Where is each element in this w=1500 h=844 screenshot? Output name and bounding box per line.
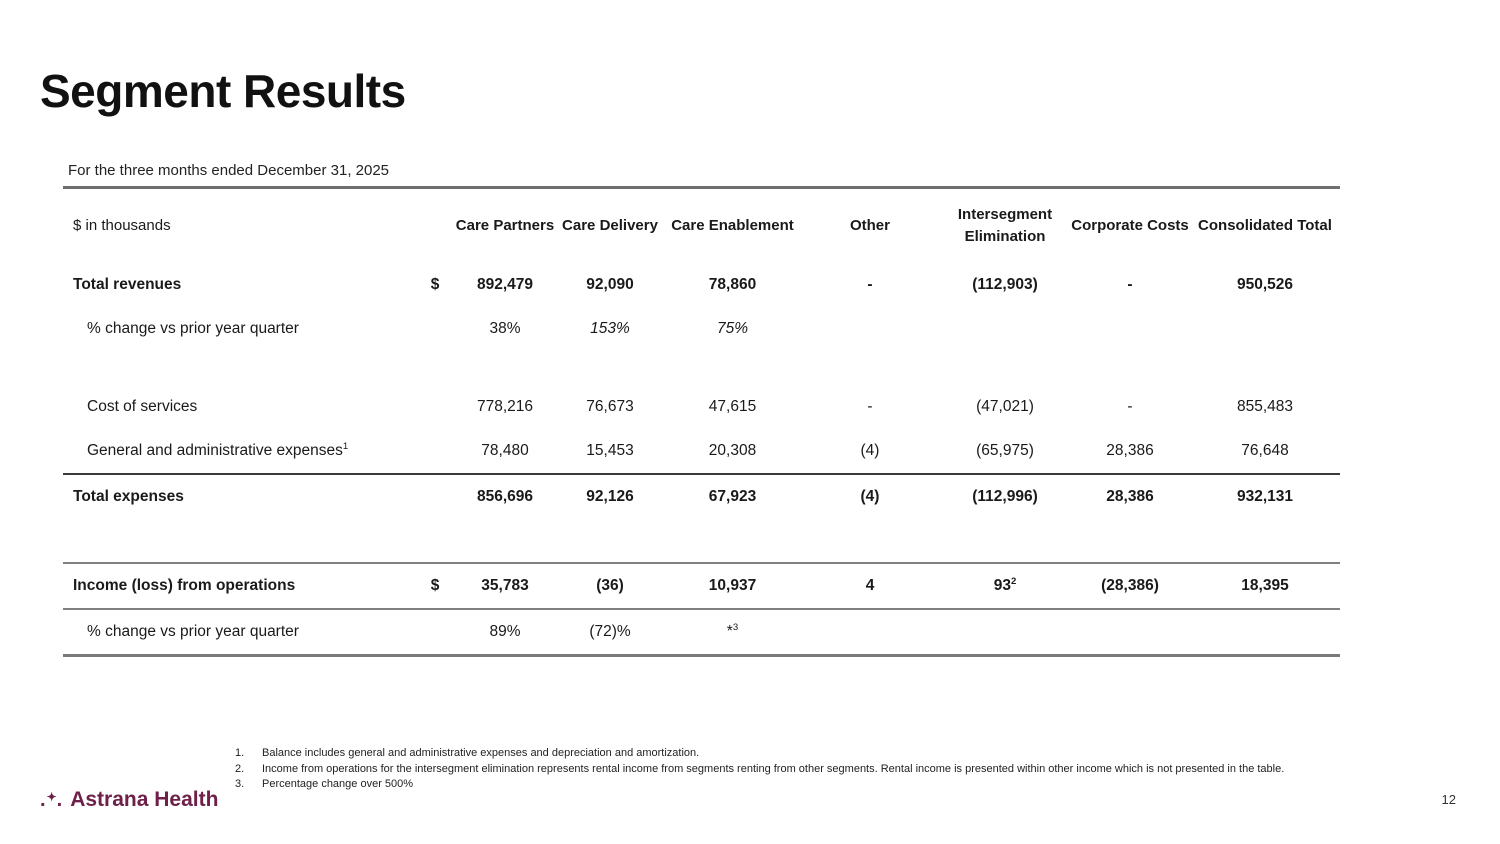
row-label: Total revenues	[73, 276, 182, 293]
column-header: Care Partners	[455, 217, 555, 235]
value-cell: 92,126	[586, 488, 634, 505]
dollar-sign-cell: $	[430, 577, 440, 594]
column-header: Care Enablement	[671, 217, 794, 235]
row-label: Income (loss) from operations	[73, 577, 296, 594]
column-header: Consolidated Total	[1198, 217, 1332, 235]
table-row-total-revenues: Total revenues $892,479 92,090 78,860 - (112,…	[63, 263, 1340, 307]
value-cell: 950,526	[1236, 276, 1294, 293]
table-row-income-loss-from-operations: Income (loss) from operations $35,783 (36)…	[63, 564, 1340, 608]
value-cell: (4)	[860, 442, 880, 459]
value-cell: 892,479	[476, 276, 534, 293]
value-cell: 10,937	[708, 577, 757, 594]
footnote-number: 3.	[235, 778, 245, 790]
table-row-pct-change-income: % change vs prior year quarter 89% (72)% *3	[63, 610, 1340, 654]
row-label: Total expenses	[73, 488, 184, 505]
table-top-rule	[63, 186, 1340, 189]
page-number: 12	[1441, 792, 1456, 807]
value-cell: 38%	[489, 320, 521, 337]
value-cell: *3	[726, 621, 739, 640]
value-cell: 76,648	[1241, 442, 1289, 459]
logo-icon: .✦.	[40, 789, 64, 811]
value-cell: 75%	[716, 320, 749, 337]
table-rule	[63, 473, 1340, 475]
value-cell: 28,386	[1106, 488, 1154, 505]
page-title: Segment Results	[40, 65, 406, 117]
value-cell: (112,903)	[972, 276, 1038, 293]
table-row-cost-of-services: Cost of services 778,216 76,673 47,615 - (47,…	[63, 385, 1340, 429]
value-cell: -	[867, 276, 873, 293]
row-spacer	[63, 351, 1340, 385]
footnote-text: Balance includes general and administrat…	[262, 747, 700, 759]
value-cell: -	[1127, 276, 1133, 293]
period-subtitle: For the three months ended December 31, …	[68, 162, 390, 179]
value-cell: (72)%	[589, 623, 631, 640]
value-cell: (28,386)	[1101, 577, 1159, 594]
footnote-text: Percentage change over 500%	[262, 778, 414, 790]
unit-label: $ in thousands	[73, 217, 171, 235]
value-cell: -	[1127, 398, 1133, 415]
row-label: Cost of services	[87, 398, 198, 415]
astrana-health-logo: .✦. Astrana Health	[40, 788, 218, 812]
value-cell: 932	[993, 575, 1017, 594]
column-header: Care Delivery	[562, 217, 658, 235]
footnotes: 1. Balance includes general and administr…	[235, 746, 1284, 793]
table-row-general-admin-expenses: General and administrative expenses1 78,4…	[63, 429, 1340, 473]
row-label: % change vs prior year quarter	[87, 320, 299, 337]
value-cell: (65,975)	[976, 442, 1034, 459]
value-cell: -	[867, 398, 873, 415]
value-cell: 76,673	[586, 398, 634, 415]
value-cell: 92,090	[586, 276, 634, 293]
table-rule	[63, 562, 1340, 564]
value-cell: 35,783	[481, 577, 529, 594]
value-cell: 4	[865, 577, 875, 594]
table-row-pct-change-revenues: % change vs prior year quarter 38% 153% 75%	[63, 307, 1340, 351]
segment-results-table: $ in thousands Care Partners Care Delivery…	[63, 186, 1340, 657]
dollar-sign-cell: $	[430, 276, 440, 293]
value-cell: 855,483	[1236, 398, 1294, 415]
value-cell: 15,453	[586, 442, 634, 459]
value-cell: (112,996)	[972, 488, 1038, 505]
value-cell: 856,696	[476, 488, 534, 505]
footnote: 1. Balance includes general and administr…	[235, 746, 1284, 762]
value-cell: 67,923	[708, 488, 757, 505]
value-cell: 28,386	[1106, 442, 1154, 459]
value-cell: 47,615	[708, 398, 757, 415]
table-rule	[63, 654, 1340, 657]
value-cell: 78,480	[481, 442, 529, 459]
value-cell: 153%	[590, 320, 630, 337]
table-header-row: $ in thousands Care Partners Care Delivery…	[63, 189, 1340, 263]
table-row-total-expenses: Total expenses 856,696 92,126 67,923 (4) (112…	[63, 475, 1340, 519]
row-label: % change vs prior year quarter	[87, 623, 299, 640]
row-spacer	[63, 519, 1340, 562]
footnote: 2. Income from operations for the interse…	[235, 762, 1284, 778]
value-cell: 778,216	[476, 398, 534, 415]
column-header: Intersegment Elimination	[957, 206, 1053, 245]
value-cell: 18,395	[1241, 577, 1289, 594]
column-header: Corporate Costs	[1071, 217, 1189, 235]
value-cell: (4)	[860, 488, 880, 505]
table-rule	[63, 608, 1340, 610]
value-cell: 89%	[489, 623, 521, 640]
footnote-number: 2.	[235, 762, 245, 775]
value-cell: 20,308	[708, 442, 757, 459]
value-cell: (36)	[596, 577, 624, 594]
footnote-text: Income from operations for the intersegm…	[262, 762, 1285, 775]
value-cell: 78,860	[708, 276, 757, 293]
footnote-number: 1.	[235, 747, 245, 759]
logo-text: Astrana Health	[70, 788, 219, 811]
table-body: Total revenues $892,479 92,090 78,860 - (112,…	[63, 263, 1340, 657]
value-cell: 932,131	[1236, 488, 1294, 505]
column-header: Other	[849, 217, 890, 235]
footnote: 3. Percentage change over 500%	[235, 777, 1284, 793]
value-cell: (47,021)	[976, 398, 1034, 415]
row-label: General and administrative expenses1	[87, 440, 349, 459]
